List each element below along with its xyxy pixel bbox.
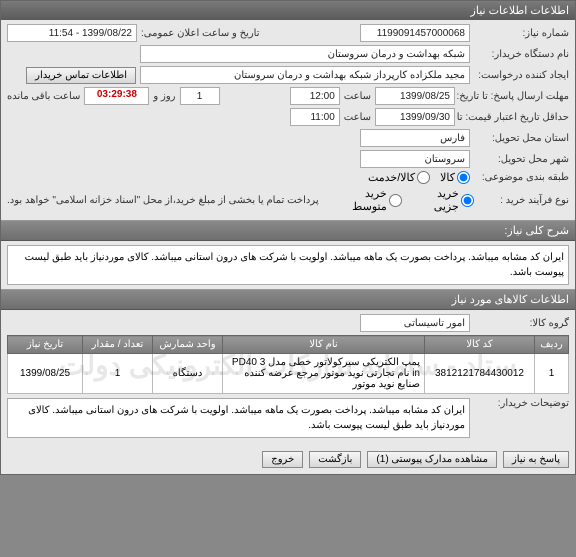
table-row[interactable]: 1 3812121784430012 پمپ الکتریکی سیرکولات…	[8, 354, 569, 394]
time-label-2: ساعت	[344, 112, 371, 123]
main-window: اطلاعات اطلاعات نیاز شماره نیاز: تاریخ و…	[0, 0, 576, 475]
budget-label: طبقه بندی موضوعی:	[474, 172, 569, 183]
table-header-row: ردیف کد کالا نام کالا واحد شمارش تعداد /…	[8, 336, 569, 354]
col-qty: تعداد / مقدار	[83, 336, 153, 354]
countdown-timer: 03:29:38	[84, 87, 149, 105]
remaining-label: ساعت باقی مانده	[7, 91, 80, 102]
payment-note: پرداخت تمام یا بخشی از مبلغ خرید،از محل …	[7, 195, 319, 206]
goods-radio-item[interactable]: کالا	[440, 171, 470, 184]
delivery-province-field[interactable]	[360, 129, 470, 147]
cell-qty: 1	[83, 354, 153, 394]
col-date: تاریخ نیاز	[8, 336, 83, 354]
days-count-field[interactable]	[180, 87, 220, 105]
service-radio-item[interactable]: کالا/خدمت	[368, 171, 430, 184]
cell-unit: دستگاه	[153, 354, 223, 394]
col-unit: واحد شمارش	[153, 336, 223, 354]
window-title-bar: اطلاعات اطلاعات نیاز	[1, 1, 575, 20]
announce-label: تاریخ و ساعت اعلان عمومی:	[141, 28, 260, 39]
window-title: اطلاعات اطلاعات نیاز	[471, 5, 569, 17]
items-section-header: اطلاعات کالاهای مورد نیاز	[1, 289, 575, 310]
service-radio[interactable]	[417, 171, 430, 184]
group-field[interactable]	[360, 314, 470, 332]
process-label: نوع فرآیند خرید :	[478, 195, 569, 206]
attachments-button[interactable]: مشاهده مدارک پیوستی (1)	[367, 451, 497, 468]
process-opt2-label: خرید متوسط	[331, 187, 387, 213]
cell-idx: 1	[535, 354, 569, 394]
col-code: کد کالا	[425, 336, 535, 354]
need-no-label: شماره نیاز:	[474, 28, 569, 39]
items-table: ردیف کد کالا نام کالا واحد شمارش تعداد /…	[7, 335, 569, 394]
footer-buttons: پاسخ به نیاز مشاهده مدارک پیوستی (1) باز…	[1, 445, 575, 474]
delivery-city-field[interactable]	[360, 150, 470, 168]
process-opt2-radio[interactable]	[389, 194, 402, 207]
contact-buyer-button[interactable]: اطلاعات تماس خریدار	[26, 67, 136, 84]
price-validity-label: حداقل تاریخ اعتبار قیمت: تا تاریخ:	[459, 112, 569, 123]
group-label: گروه کالا:	[474, 318, 569, 329]
reply-deadline-label: مهلت ارسال پاسخ: تا تاریخ:	[459, 91, 569, 102]
form-area: شماره نیاز: تاریخ و ساعت اعلان عمومی: نا…	[1, 20, 575, 220]
cell-name: پمپ الکتریکی سیرکولاتور خطی مدل PD40 3 i…	[223, 354, 425, 394]
days-label: روز و	[153, 91, 175, 102]
time-label-1: ساعت	[344, 91, 371, 102]
buyer-label: نام دستگاه خریدار:	[474, 49, 569, 60]
process-opt2-item[interactable]: خرید متوسط	[331, 187, 402, 213]
col-name: نام کالا	[223, 336, 425, 354]
delivery-city-label: شهر محل تحویل:	[474, 154, 569, 165]
reply-time-field[interactable]	[290, 87, 340, 105]
price-date-field[interactable]	[375, 108, 455, 126]
col-idx: ردیف	[535, 336, 569, 354]
price-time-field[interactable]	[290, 108, 340, 126]
process-opt1-item[interactable]: خرید جزیی	[412, 187, 474, 213]
buyer-field[interactable]	[140, 45, 470, 63]
announce-field[interactable]	[7, 24, 137, 42]
budget-radio-group: کالا کالا/خدمت	[368, 171, 470, 184]
desc-section-header: شرح کلی نیاز:	[1, 220, 575, 241]
process-radio-group: خرید جزیی خرید متوسط	[331, 187, 474, 213]
creator-label: ایجاد کننده درخواست:	[474, 70, 569, 81]
reply-button[interactable]: پاسخ به نیاز	[503, 451, 569, 468]
need-description: ایران کد مشابه میباشد. پرداخت بصورت یک م…	[7, 245, 569, 285]
cell-code: 3812121784430012	[425, 354, 535, 394]
exit-button[interactable]: خروج	[262, 451, 303, 468]
back-button[interactable]: بازگشت	[309, 451, 361, 468]
cell-date: 1399/08/25	[8, 354, 83, 394]
buyer-notes-text: ایران کد مشابه میباشد. پرداخت بصورت یک م…	[7, 398, 470, 438]
creator-field[interactable]	[140, 66, 470, 84]
process-opt1-radio[interactable]	[461, 194, 474, 207]
items-table-wrap: ستاد - سامانه تدارکات الکترونیکی دولت رد…	[7, 335, 569, 394]
need-no-field[interactable]	[360, 24, 470, 42]
goods-radio-label: کالا	[440, 171, 455, 184]
buyer-notes-label: توضیحات خریدار:	[474, 398, 569, 409]
delivery-province-label: استان محل تحویل:	[474, 133, 569, 144]
reply-date-field[interactable]	[375, 87, 455, 105]
service-radio-label: کالا/خدمت	[368, 171, 415, 184]
process-opt1-label: خرید جزیی	[412, 187, 459, 213]
goods-radio[interactable]	[457, 171, 470, 184]
